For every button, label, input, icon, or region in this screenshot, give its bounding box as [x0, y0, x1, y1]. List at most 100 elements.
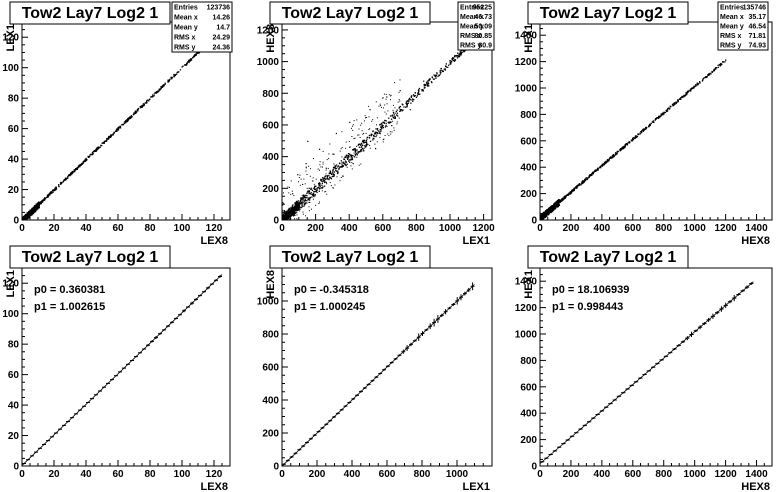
- data-point: [623, 145, 625, 148]
- data-point: [554, 207, 557, 210]
- data-point: [55, 187, 57, 189]
- data-point: [72, 171, 74, 173]
- data-point: [631, 140, 633, 142]
- data-point: [299, 203, 302, 205]
- stats-value: 46.54: [748, 24, 766, 31]
- data-point: [368, 137, 371, 139]
- data-point: [403, 106, 405, 108]
- data-point: [665, 109, 667, 112]
- data-point: [353, 148, 356, 150]
- data-point: [326, 175, 328, 177]
- data-point: [145, 100, 148, 103]
- data-point: [311, 208, 312, 210]
- data-point: [85, 159, 87, 161]
- data-point: [351, 127, 352, 129]
- data-point: [364, 146, 367, 148]
- data-point: [313, 195, 315, 198]
- data-point: [356, 156, 358, 158]
- data-point: [284, 214, 286, 216]
- data-point: [101, 145, 103, 147]
- data-point: [32, 209, 35, 212]
- data-point: [379, 103, 381, 105]
- y-tick-label: 1000: [515, 330, 538, 341]
- data-point: [130, 116, 133, 118]
- data-point: [604, 162, 606, 164]
- data-point: [318, 182, 320, 185]
- data-point: [645, 128, 647, 130]
- data-point: [308, 206, 310, 208]
- data-point: [283, 215, 286, 218]
- data-point: [608, 158, 610, 160]
- data-point: [612, 156, 614, 159]
- data-point: [38, 202, 40, 205]
- data-point: [610, 157, 612, 159]
- data-point: [144, 102, 146, 104]
- data-point: [395, 114, 397, 116]
- data-point: [67, 175, 69, 177]
- data-point: [390, 95, 392, 97]
- data-point: [569, 192, 572, 194]
- data-point: [364, 145, 366, 147]
- data-point: [79, 166, 81, 168]
- data-point: [332, 170, 334, 172]
- data-point: [560, 200, 562, 202]
- data-point: [379, 128, 381, 131]
- y-axis-label: HEX1: [523, 270, 535, 299]
- x-tick-label: 20: [48, 469, 60, 480]
- data-point: [347, 158, 349, 160]
- data-point: [116, 129, 118, 131]
- data-point: [451, 61, 453, 63]
- data-point: [673, 104, 675, 107]
- data-point: [335, 170, 338, 172]
- data-point: [341, 147, 343, 149]
- data-point: [625, 143, 628, 146]
- data-point: [366, 138, 368, 140]
- data-point: [289, 207, 291, 209]
- stats-value: 35.17: [748, 14, 766, 21]
- data-point: [375, 147, 376, 149]
- data-point: [176, 73, 178, 75]
- data-point: [713, 68, 715, 71]
- data-point: [666, 110, 668, 112]
- data-point: [571, 190, 573, 192]
- data-point: [61, 182, 63, 184]
- data-point: [428, 79, 431, 81]
- data-point: [372, 130, 374, 132]
- data-point: [372, 139, 374, 141]
- data-point: [352, 129, 354, 131]
- data-point: [555, 203, 558, 205]
- data-point: [291, 210, 293, 213]
- stats-label: RMS y: [720, 43, 742, 50]
- data-point: [163, 85, 165, 87]
- data-point: [642, 130, 644, 132]
- data-point: [433, 74, 435, 76]
- data-point: [149, 98, 151, 100]
- data-point: [674, 103, 676, 105]
- data-point: [383, 107, 384, 109]
- data-point: [307, 191, 309, 193]
- data-point: [597, 167, 599, 169]
- data-point: [79, 165, 81, 167]
- data-point: [196, 52, 198, 54]
- data-point: [290, 209, 293, 211]
- data-point: [330, 185, 332, 187]
- data-point: [52, 191, 54, 193]
- data-point: [345, 147, 347, 149]
- plot-area: [282, 47, 468, 220]
- x-tick-label: 1200: [472, 223, 495, 234]
- data-point: [23, 218, 25, 220]
- stats-value: 24.36: [212, 45, 230, 52]
- y-tick-label: 600: [262, 363, 279, 374]
- data-point: [155, 91, 158, 93]
- data-point: [89, 154, 91, 156]
- data-point: [296, 204, 298, 206]
- data-point: [302, 199, 304, 201]
- data-point: [291, 206, 293, 208]
- data-point: [623, 147, 625, 149]
- data-point: [294, 209, 297, 212]
- data-point: [300, 178, 302, 180]
- data-point: [299, 210, 301, 212]
- data-point: [367, 143, 369, 145]
- data-point: [693, 85, 695, 87]
- fit-p1-label: p1 = 1.002615: [34, 301, 105, 313]
